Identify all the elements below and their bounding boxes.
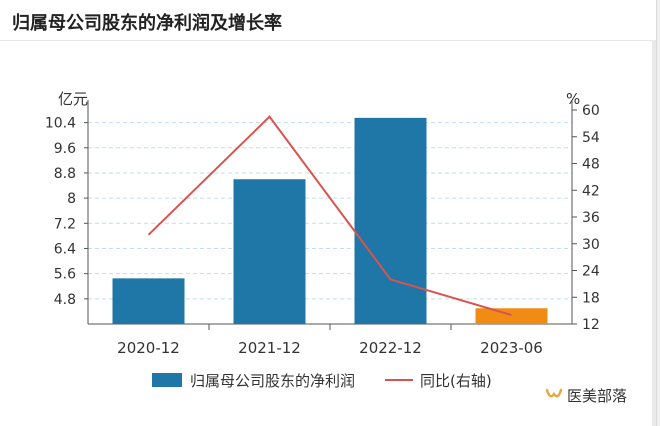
left-axis-unit: 亿元 [58, 90, 88, 108]
legend-bar-swatch [152, 373, 182, 387]
right-tick-label: 60 [582, 103, 600, 119]
bar [233, 179, 306, 324]
left-tick-label: 9.6 [54, 141, 76, 157]
bar [112, 278, 185, 324]
right-axis-unit: % [566, 90, 580, 108]
watermark-text: 医美部落 [567, 387, 628, 405]
left-tick-label: 8.8 [54, 166, 76, 182]
left-tick-label: 5.6 [54, 267, 76, 283]
wechat-channel-icon [545, 388, 563, 398]
scrollbar[interactable] [652, 40, 656, 426]
left-tick-label: 10.4 [45, 116, 76, 132]
right-tick-label: 12 [582, 317, 600, 333]
chart-header: 归属母公司股东的净利润及增长率 [0, 0, 656, 41]
bar [475, 308, 548, 324]
right-tick-label: 30 [582, 237, 600, 253]
right-tick-label: 48 [582, 157, 600, 173]
right-tick-label: 54 [582, 130, 600, 146]
chart-title: 归属母公司股东的净利润及增长率 [12, 13, 282, 34]
x-tick-label: 2022-12 [359, 339, 422, 357]
legend-bar-label: 归属母公司股东的净利润 [190, 372, 355, 390]
x-tick-label: 2020-12 [117, 339, 180, 357]
left-tick-label: 7.2 [54, 216, 76, 232]
legend-line-label: 同比(右轴) [420, 372, 492, 390]
left-tick-label: 6.4 [54, 241, 76, 257]
series-line [147, 115, 512, 317]
x-tick-label: 2023-06 [480, 339, 543, 357]
right-tick-label: 18 [582, 290, 600, 306]
right-tick-label: 42 [582, 183, 600, 199]
right-tick-label: 24 [582, 264, 600, 280]
x-tick-label: 2021-12 [238, 339, 301, 357]
left-tick-label: 8 [67, 191, 76, 207]
right-tick-label: 36 [582, 210, 600, 226]
bar [354, 117, 427, 324]
left-tick-label: 4.8 [54, 292, 76, 308]
